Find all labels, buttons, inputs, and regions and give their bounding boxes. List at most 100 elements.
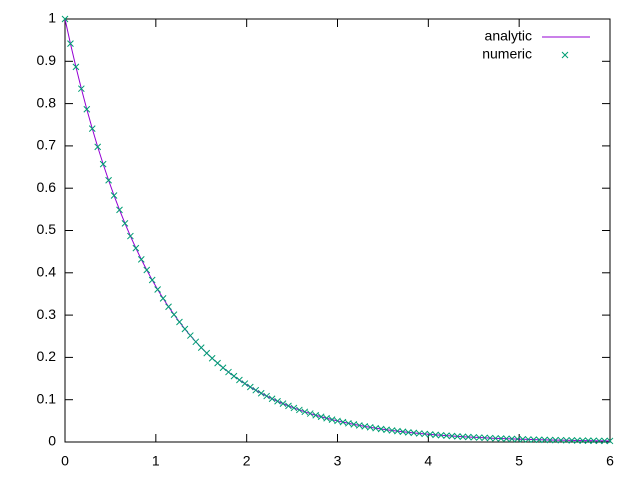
x-tick-label: 2 [243,453,251,469]
y-tick-label: 0.6 [37,179,57,195]
point [464,433,472,441]
point [236,376,243,384]
point [197,344,205,351]
x-tick-label: 3 [334,453,342,469]
point [295,406,303,414]
point [595,437,603,445]
point [535,436,543,444]
point [481,434,489,442]
y-tick-label: 1 [48,10,56,26]
point [143,266,151,274]
point [241,380,249,387]
y-tick-label: 0 [48,433,56,449]
point [563,436,570,444]
point [181,325,189,333]
point [230,372,238,380]
point [508,435,516,443]
point [443,432,450,440]
point [116,206,123,214]
y-tick-label: 0.3 [37,306,57,322]
point [432,431,439,439]
point [301,408,309,416]
point [350,421,358,428]
point [203,349,211,357]
point [606,437,614,445]
point [546,436,554,444]
point [159,294,167,302]
point [454,433,461,440]
point [541,436,548,444]
point [72,63,80,71]
plot-frame [64,18,611,443]
point [88,125,96,132]
legend-swatch [561,51,569,59]
line [64,18,611,442]
point [306,410,314,417]
point [279,400,287,407]
point [77,85,85,93]
point [568,437,576,444]
y-tick-label: 0.1 [37,390,57,406]
point [67,40,74,47]
point [246,383,254,391]
point [459,433,467,441]
point [170,311,178,318]
point [268,395,276,403]
point [552,436,559,444]
point [99,160,107,168]
point [584,437,592,444]
point [154,286,162,293]
point [94,143,102,151]
point [492,434,499,442]
point [132,244,140,252]
point [410,429,418,437]
point [383,426,390,434]
x-tick-label: 6 [606,453,614,469]
point [470,433,478,441]
point [399,428,407,436]
point [486,434,494,442]
point [524,436,532,443]
point [148,276,156,284]
y-tick-label: 0.2 [37,348,57,364]
point [165,303,172,311]
y-tick-label: 0.7 [37,137,57,153]
point [372,424,380,432]
point [105,176,112,184]
point [426,431,434,438]
point [317,413,325,421]
point [214,359,221,367]
x-tick-label: 1 [152,453,160,469]
point [437,431,445,439]
point [263,392,271,400]
point [312,411,320,419]
point [83,105,91,113]
point [345,419,352,427]
legend-label: analytic [485,28,532,44]
point [290,404,298,412]
point [366,423,374,431]
point [285,402,292,410]
point [252,386,260,394]
point [503,435,510,443]
point [519,435,527,443]
point [590,437,598,445]
point [225,368,232,376]
point [361,423,369,430]
point [334,417,341,425]
point [121,219,129,227]
point [208,354,216,362]
point [176,318,183,326]
legend-label: numeric [482,46,532,62]
point [601,437,608,445]
point [186,332,194,339]
point [497,435,505,442]
point [355,422,363,429]
y-tick-label: 0.4 [37,264,57,280]
x-tick-label: 0 [61,453,69,469]
point [404,429,412,436]
y-tick-label: 0.5 [37,221,57,237]
x-tick-label: 5 [515,453,523,469]
point [530,436,538,443]
